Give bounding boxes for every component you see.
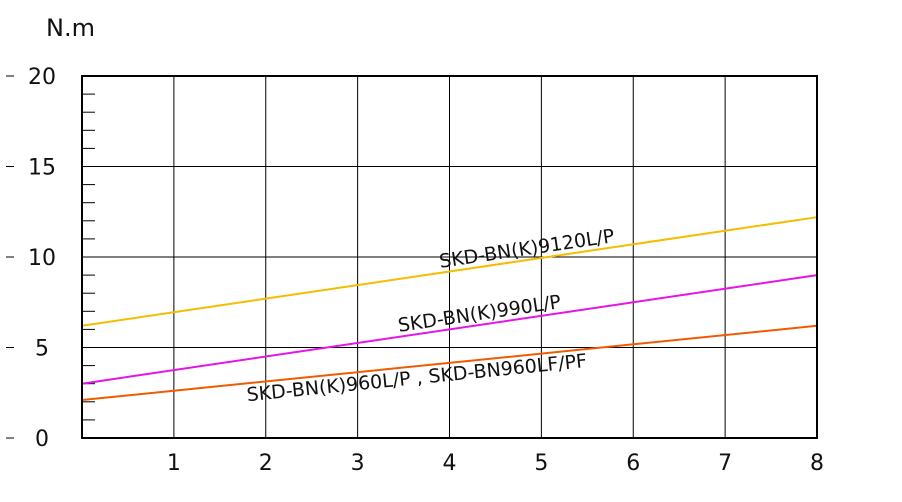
series-line <box>81 324 818 401</box>
y-tick-label: 20 <box>28 65 56 90</box>
series-line <box>81 216 818 327</box>
series-line <box>81 274 818 385</box>
x-tick-label: 3 <box>351 451 365 476</box>
series-label: SKD-BN(K)9120L/P <box>438 225 616 273</box>
series-lines <box>81 216 818 401</box>
plot-frame <box>81 75 818 439</box>
y-tick-label: 5 <box>35 337 49 362</box>
y-unit-label: N.m <box>46 14 95 42</box>
series-label: SKD-BN(K)990L/P <box>396 291 562 337</box>
x-tick-label: 1 <box>167 451 181 476</box>
x-tick-label: 2 <box>259 451 273 476</box>
y-tick-label: 10 <box>28 246 56 271</box>
series-labels: SKD-BN(K)9120L/PSKD-BN(K)990L/PSKD-BN(K)… <box>246 225 616 406</box>
x-tick-label: 8 <box>810 451 824 476</box>
x-tick-label: 6 <box>626 451 640 476</box>
axes: 1 2 3 4 5 6 7 8 0 5 10 15 20 <box>6 65 824 476</box>
x-tick-label: 4 <box>443 451 457 476</box>
y-tick-label: 15 <box>28 156 56 181</box>
y-tick-label: 0 <box>35 427 49 452</box>
x-tick-label: 5 <box>534 451 548 476</box>
x-tick-label: 7 <box>718 451 732 476</box>
